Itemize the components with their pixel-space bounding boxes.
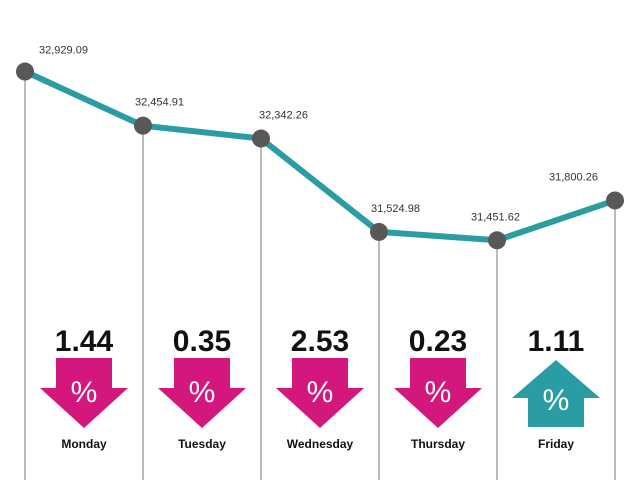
change-badge: 1.44% Monday	[40, 325, 128, 451]
change-value: 0.35	[173, 325, 231, 358]
arrow-down-icon	[40, 358, 128, 428]
change-value: 0.23	[409, 325, 467, 358]
change-badge: 0.23% Thursday	[394, 325, 482, 451]
change-badge: 2.53% Wednesday	[276, 325, 364, 451]
arrow-up-icon	[512, 360, 600, 427]
arrow-down-icon	[158, 358, 246, 428]
data-label: 31,524.98	[371, 203, 420, 215]
data-point	[134, 116, 152, 135]
change-value: 2.53	[291, 325, 349, 358]
percent-sign: %	[71, 376, 98, 409]
change-badge: 1.11% Friday	[512, 325, 600, 451]
change-value: 1.44	[55, 325, 114, 358]
change-badge: 0.35% Tuesday	[158, 325, 246, 451]
data-label: 32,342.26	[259, 110, 308, 122]
percent-sign: %	[307, 376, 334, 409]
day-label: Friday	[538, 437, 574, 451]
data-point	[370, 222, 388, 241]
data-label: 31,800.26	[549, 171, 598, 183]
series-line	[22, 68, 618, 244]
percent-sign: %	[543, 384, 570, 417]
percent-sign: %	[189, 376, 216, 409]
data-point	[252, 129, 270, 148]
change-value: 1.11	[528, 325, 585, 358]
data-label: 32,454.91	[135, 97, 184, 109]
day-label: Thursday	[411, 437, 465, 451]
data-label: 31,451.62	[471, 211, 520, 223]
arrow-down-icon	[394, 358, 482, 428]
data-point	[606, 191, 624, 210]
day-label: Wednesday	[287, 437, 354, 451]
arrow-down-icon	[276, 358, 364, 428]
day-label: Monday	[61, 437, 107, 451]
data-point	[488, 231, 506, 250]
day-label: Tuesday	[178, 437, 226, 451]
percent-sign: %	[425, 376, 452, 409]
data-label: 32,929.09	[39, 45, 88, 57]
data-point	[16, 62, 34, 81]
